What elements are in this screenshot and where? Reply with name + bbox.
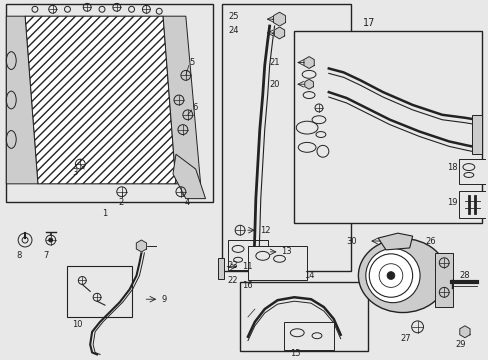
Bar [458, 159, 488, 184]
Text: 11: 11 [242, 262, 252, 271]
Polygon shape [136, 240, 146, 252]
Text: 22: 22 [227, 276, 237, 285]
Text: 5: 5 [189, 58, 195, 67]
Bar [458, 191, 488, 219]
Text: 4: 4 [184, 198, 190, 207]
Bar [218, 258, 224, 279]
Polygon shape [304, 57, 314, 68]
Text: 3: 3 [72, 168, 78, 177]
Bar [222, 4, 350, 271]
Ellipse shape [365, 248, 419, 303]
Text: 7: 7 [43, 251, 48, 260]
Text: 18: 18 [446, 163, 457, 172]
Text: 28: 28 [459, 271, 469, 280]
Polygon shape [163, 16, 200, 184]
Text: 30: 30 [346, 237, 356, 246]
Text: 23: 23 [227, 261, 237, 270]
Polygon shape [304, 79, 313, 89]
Polygon shape [459, 326, 469, 338]
Text: 27: 27 [400, 334, 410, 343]
Polygon shape [274, 27, 284, 39]
Text: 10: 10 [72, 320, 82, 329]
Bar [228, 240, 267, 270]
Text: 26: 26 [425, 237, 435, 246]
Circle shape [386, 271, 394, 279]
Bar [284, 322, 333, 350]
Text: 12: 12 [259, 226, 270, 235]
Text: 19: 19 [446, 198, 457, 207]
Text: 8: 8 [17, 251, 22, 260]
Text: 17: 17 [363, 18, 375, 28]
Polygon shape [273, 12, 285, 26]
Bar [6, 4, 213, 202]
Text: 9: 9 [161, 295, 166, 304]
Text: 6: 6 [192, 103, 198, 112]
Bar [247, 246, 306, 280]
Text: 13: 13 [281, 247, 291, 256]
Text: 20: 20 [269, 80, 280, 89]
Polygon shape [377, 233, 412, 250]
Text: 14: 14 [303, 271, 314, 280]
Text: 16: 16 [242, 281, 252, 290]
Bar [471, 115, 481, 154]
Circle shape [49, 238, 53, 242]
Bar [294, 31, 481, 223]
Polygon shape [25, 16, 176, 184]
Bar [240, 283, 367, 351]
Text: 24: 24 [228, 27, 238, 36]
Ellipse shape [358, 239, 446, 312]
Text: 2: 2 [119, 198, 124, 207]
Text: 21: 21 [269, 58, 280, 67]
Text: 1: 1 [102, 209, 107, 218]
Polygon shape [6, 16, 38, 184]
Polygon shape [173, 154, 205, 199]
Text: 29: 29 [455, 340, 465, 349]
Text: 25: 25 [228, 12, 238, 21]
Text: 15: 15 [289, 349, 300, 358]
Bar [67, 266, 131, 317]
Bar [434, 253, 452, 307]
